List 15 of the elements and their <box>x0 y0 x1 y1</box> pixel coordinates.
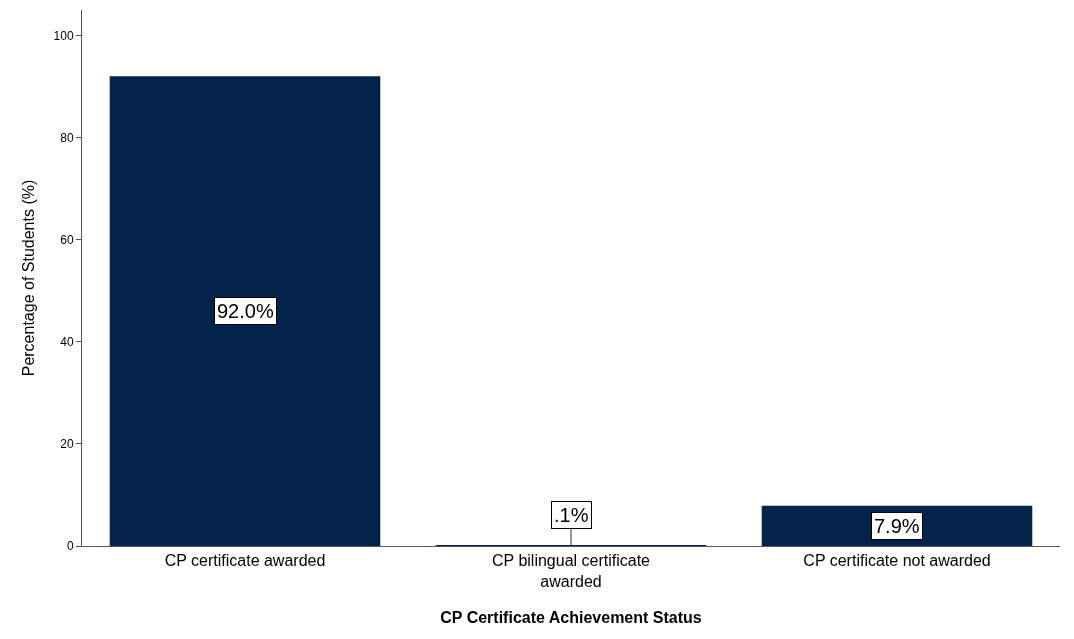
x-axis-title: CP Certificate Achievement Status <box>440 608 702 626</box>
bar <box>109 76 381 546</box>
y-tick-label: 0 <box>66 539 74 554</box>
y-tick-label: 80 <box>60 130 74 145</box>
y-tick-label: 20 <box>60 437 74 452</box>
x-tick-label: CP certificate not awarded <box>803 552 991 570</box>
y-tick-label: 40 <box>60 335 74 350</box>
x-tick-label: CP certificate awarded <box>164 552 326 570</box>
y-axis-title: Percentage of Students (%) <box>20 179 38 377</box>
data-label: .1% <box>554 504 589 526</box>
data-label: 92.0% <box>217 300 274 322</box>
y-tick-label: 60 <box>60 232 74 247</box>
data-label: 7.9% <box>874 515 920 537</box>
y-tick-label: 100 <box>53 28 74 43</box>
x-tick-label: CP bilingual certificate awarded <box>491 552 651 590</box>
